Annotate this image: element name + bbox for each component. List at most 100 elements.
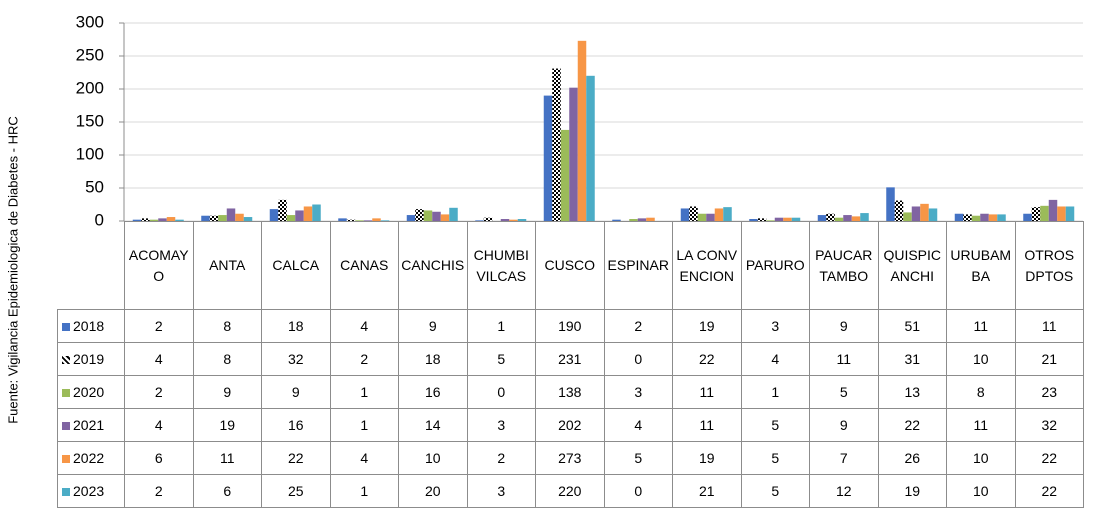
category-label: CUSCO [535, 221, 605, 310]
table-value: 22 [261, 441, 331, 475]
table-value: 4 [124, 342, 194, 376]
category-label: OTROS DPTOS [1014, 221, 1084, 310]
table-value: 7 [809, 441, 879, 475]
bar [971, 215, 981, 221]
bar [303, 206, 313, 221]
table-value: 31 [877, 342, 947, 376]
bar [783, 217, 792, 221]
y-tick-label: 50 [85, 177, 104, 196]
bar [928, 208, 938, 221]
table-value: 8 [946, 375, 1016, 409]
legend-swatch [62, 356, 70, 364]
category-label: CANCHIS [398, 221, 468, 310]
bar [158, 218, 167, 221]
table-value: 0 [603, 474, 673, 508]
table-value: 13 [877, 375, 947, 409]
table-value: 9 [192, 375, 262, 409]
bar [629, 219, 638, 221]
table-value: 3 [603, 375, 673, 409]
bar [749, 219, 758, 221]
table-value: 1 [740, 375, 810, 409]
category-label: LA CONVENCION [672, 221, 742, 310]
bar [637, 218, 647, 221]
bar [415, 209, 424, 221]
table-value: 12 [809, 474, 879, 508]
bar [449, 207, 458, 221]
category-label: URUBAMBA [946, 221, 1016, 310]
table-value: 22 [877, 408, 947, 442]
table-value: 3 [466, 474, 536, 508]
bar [500, 219, 510, 221]
bar [757, 218, 767, 221]
bar [218, 215, 227, 221]
table-value: 273 [535, 441, 605, 475]
series-row: 2019 4 8 32 2 18 5 231 0 22 4 11 31 10 21 [57, 342, 1084, 376]
y-tick-label: 200 [76, 78, 104, 97]
bar [312, 204, 321, 221]
table-value: 32 [1014, 408, 1084, 442]
legend-swatch [62, 455, 70, 463]
bar [920, 203, 929, 221]
bar [843, 215, 852, 221]
bar [894, 200, 904, 221]
table-value: 21 [1014, 342, 1084, 376]
table-value: 11 [672, 375, 742, 409]
table-value: 138 [535, 375, 605, 409]
table-value: 11 [946, 309, 1016, 343]
bar [475, 220, 484, 221]
table-value: 231 [535, 342, 605, 376]
bar [406, 215, 416, 221]
y-tick-label: 150 [76, 111, 104, 130]
table-value: 4 [329, 309, 399, 343]
legend-label: 2021 [73, 417, 105, 433]
table-value: 6 [192, 474, 262, 508]
y-tick-label: 100 [76, 144, 104, 163]
legend-label: 2018 [73, 318, 105, 334]
bar [1065, 206, 1075, 221]
bar [714, 208, 724, 221]
table-value: 10 [946, 441, 1016, 475]
table-value: 14 [398, 408, 468, 442]
category-label: PAUCARTAMBO [809, 221, 879, 310]
bar [141, 218, 150, 221]
table-value: 190 [535, 309, 605, 343]
legend-swatch [62, 422, 70, 430]
bar [586, 75, 595, 221]
bar [954, 213, 964, 221]
y-tick-label: 300 [76, 12, 104, 31]
table-value: 5 [809, 375, 879, 409]
bar [1023, 213, 1032, 221]
legend-swatch [62, 389, 70, 397]
bar [209, 215, 219, 221]
table-value: 19 [192, 408, 262, 442]
bar [166, 217, 176, 221]
bar [432, 211, 441, 221]
bar [569, 87, 578, 222]
bar [132, 219, 142, 221]
series-row: 2022 6 11 22 4 10 2 273 5 19 5 7 26 10 22 [57, 441, 1084, 475]
category-label: QUISPICANCHI [877, 221, 947, 310]
table-value: 26 [877, 441, 947, 475]
table-value: 18 [398, 342, 468, 376]
legend-swatch [62, 323, 70, 331]
table-value: 11 [809, 342, 879, 376]
table-value: 2 [603, 309, 673, 343]
table-value: 1 [329, 375, 399, 409]
legend-entry: 2023 [57, 474, 125, 508]
table-value: 25 [261, 474, 331, 508]
table-value: 10 [946, 342, 1016, 376]
category-label: CANAS [329, 221, 399, 310]
bar [201, 215, 210, 221]
table-value: 4 [740, 342, 810, 376]
bar [509, 219, 518, 221]
bar [175, 219, 184, 221]
legend-entry: 2020 [57, 375, 125, 409]
legend-entry: 2019 [57, 342, 125, 376]
legend-swatch [62, 488, 70, 496]
table-value: 8 [192, 342, 262, 376]
table-value: 16 [261, 408, 331, 442]
table-value: 2 [329, 342, 399, 376]
table-value: 4 [124, 408, 194, 442]
bar [980, 213, 989, 221]
